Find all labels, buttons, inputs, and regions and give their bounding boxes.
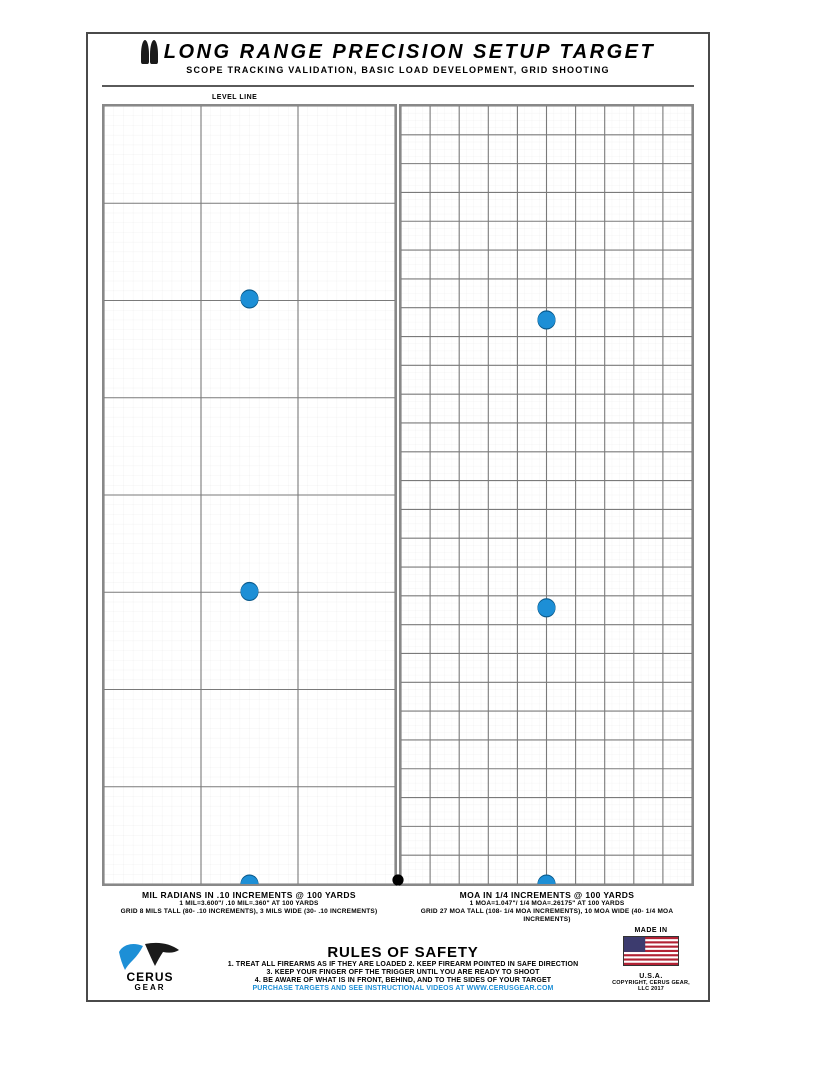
footer: CERUS GEAR RULES OF SAFETY 1. TREAT ALL … [100, 927, 696, 992]
brand-logo: CERUS GEAR [100, 940, 200, 992]
made-in-country: U.S.A. [606, 973, 696, 980]
mil-grid [102, 104, 397, 886]
level-line-label: LEVEL LINE [212, 94, 257, 101]
page-title: LONG RANGE PRECISION SETUP TARGET [164, 41, 655, 64]
rules-block: RULES OF SAFETY 1. TREAT ALL FIREARMS AS… [208, 944, 598, 992]
target-page: LONG RANGE PRECISION SETUP TARGET SCOPE … [86, 32, 710, 1002]
made-in-block: MADE IN U.S.A. COPYRIGHT, CERUS GEAR, LL… [606, 927, 696, 992]
bull-icon [115, 940, 185, 972]
moa-title: MOA IN 1/4 INCREMENTS @ 100 YARDS [400, 890, 694, 900]
logo-sub: GEAR [134, 983, 165, 992]
rules-title: RULES OF SAFETY [208, 944, 598, 961]
moa-grid [399, 104, 694, 886]
rules-line-1: 1. TREAT ALL FIREARMS AS IF THEY ARE LOA… [208, 961, 598, 969]
title-row: LONG RANGE PRECISION SETUP TARGET [98, 40, 698, 64]
moa-line2: GRID 27 MOA TALL (108- 1/4 MOA INCREMENT… [400, 908, 694, 924]
made-in-label: MADE IN [606, 927, 696, 934]
mil-line2: GRID 8 MILS TALL (80- .10 INCREMENTS), 3… [102, 908, 396, 916]
mil-line1: 1 MIL=3.600"/ .10 MIL=.360" AT 100 YARDS [102, 900, 396, 908]
header-rule [102, 85, 694, 87]
moa-grid-label: MOA IN 1/4 INCREMENTS @ 100 YARDS 1 MOA=… [400, 890, 694, 924]
rules-link: PURCHASE TARGETS AND SEE INSTRUCTIONAL V… [208, 985, 598, 992]
mil-title: MIL RADIANS IN .10 INCREMENTS @ 100 YARD… [102, 890, 396, 900]
rules-line-3: 4. BE AWARE OF WHAT IS IN FRONT, BEHIND,… [208, 977, 598, 985]
copyright: COPYRIGHT, CERUS GEAR, LLC 2017 [606, 980, 696, 992]
grid-labels: MIL RADIANS IN .10 INCREMENTS @ 100 YARD… [102, 890, 694, 924]
grid-container [102, 104, 694, 886]
bullet-icon [141, 40, 158, 64]
header: LONG RANGE PRECISION SETUP TARGET SCOPE … [88, 34, 708, 77]
rules-line-2: 3. KEEP YOUR FINGER OFF THE TRIGGER UNTI… [208, 969, 598, 977]
moa-line1: 1 MOA=1.047"/ 1/4 MOA=.26175" AT 100 YAR… [400, 900, 694, 908]
logo-name: CERUS [126, 972, 173, 983]
usa-flag-icon [623, 936, 679, 966]
center-black-dot [391, 873, 405, 887]
page-subtitle: SCOPE TRACKING VALIDATION, BASIC LOAD DE… [98, 65, 698, 75]
mil-grid-label: MIL RADIANS IN .10 INCREMENTS @ 100 YARD… [102, 890, 396, 924]
